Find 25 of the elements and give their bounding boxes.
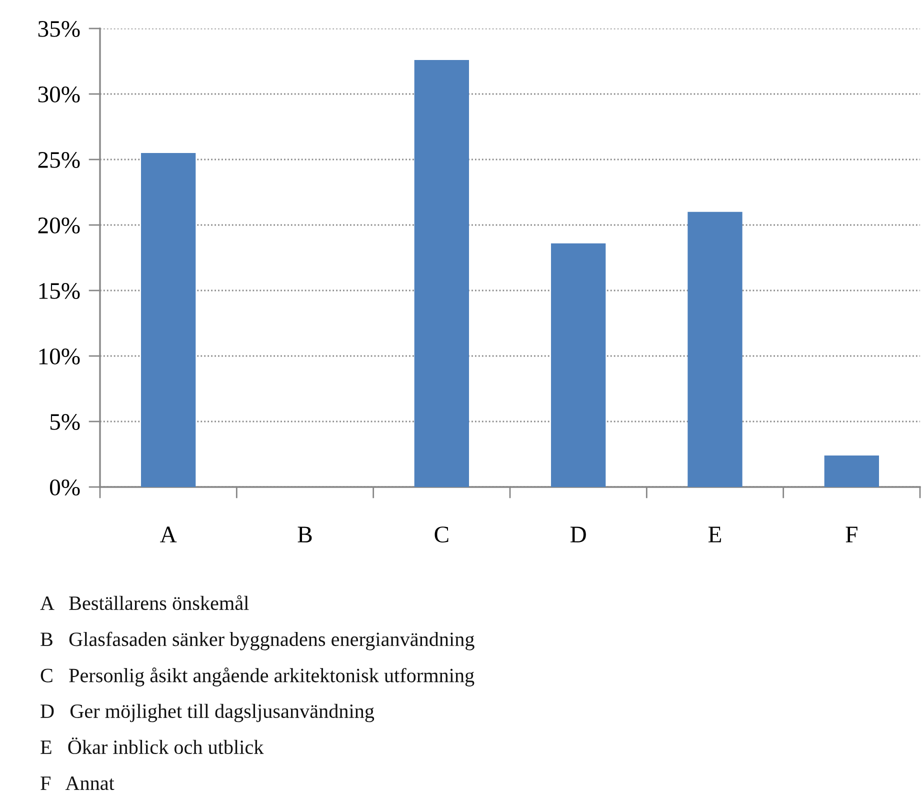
x-tick-label: B (298, 526, 312, 542)
bar (688, 212, 742, 487)
x-tick-label: A (160, 526, 177, 542)
text: A Beställarens önskemål (40, 595, 249, 610)
y-tick-label: 10% (39, 348, 80, 364)
x-tick-label: D (570, 526, 586, 542)
y-tick-label: 25% (38, 152, 80, 168)
text: B Glasfasaden sänker byggnadens energianvändning (40, 632, 474, 650)
text: C Personlig åsikt angående arkitektonisk utformning (40, 668, 474, 686)
x-tick-label: C (434, 526, 448, 543)
text: E Ökar inblick och utblick (40, 737, 264, 754)
bar (414, 60, 469, 487)
y-tick-label: 5% (50, 414, 80, 430)
text: D Ger möjlighet till dagsljusanvändning (40, 704, 374, 722)
x-tick-label: F (846, 526, 858, 542)
text: F Annat (40, 776, 114, 790)
y-tick-label: 30% (38, 86, 80, 102)
bar (141, 152, 196, 487)
bar (551, 243, 606, 487)
y-tick-label: 35% (38, 20, 80, 37)
y-tick-label: 20% (38, 217, 80, 234)
bar (824, 456, 879, 487)
y-tick-label: 15% (39, 282, 80, 299)
x-tick-label: E (708, 526, 722, 542)
y-tick-label: 0% (50, 479, 80, 496)
